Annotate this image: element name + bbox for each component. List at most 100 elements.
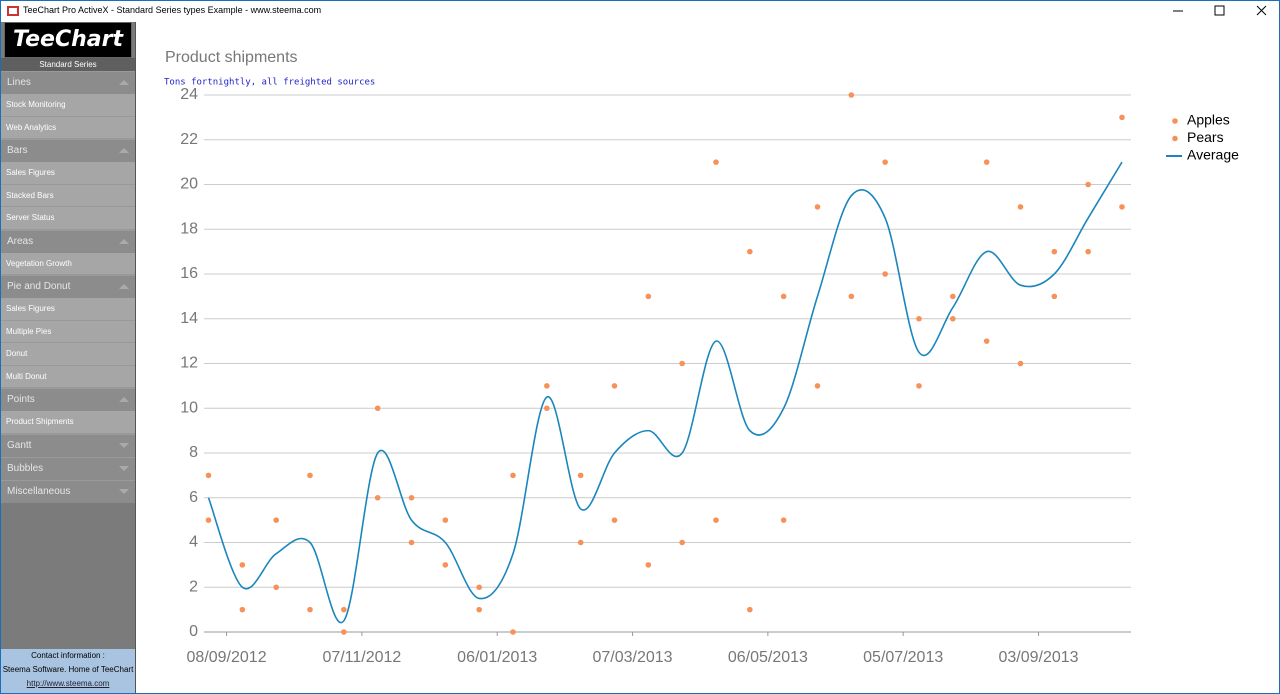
menu-group-header[interactable]: Lines <box>1 71 135 94</box>
point <box>916 315 922 322</box>
point <box>273 584 279 591</box>
menu-group-header[interactable]: Bubbles <box>1 456 135 480</box>
contact-link[interactable]: http://www.steema.com <box>26 679 110 688</box>
window-controls[interactable] <box>1169 1 1279 21</box>
expand-arrow[interactable] <box>119 79 129 86</box>
point <box>205 517 212 523</box>
menu-item[interactable]: Multi Donut <box>1 365 135 388</box>
point <box>950 293 956 300</box>
expand-arrow[interactable] <box>119 396 129 403</box>
sidebar: TeeChart Standard Series Lines Stock Moni… <box>1 22 136 693</box>
point <box>679 539 685 546</box>
expand-arrow[interactable] <box>119 488 129 495</box>
y-tick-label: 18 <box>180 220 198 237</box>
point <box>544 383 550 389</box>
point <box>611 517 618 523</box>
window-title: TeeChart Pro ActiveX - Standard Series t… <box>23 5 322 15</box>
menu-group-header[interactable]: Points <box>1 388 135 411</box>
menu-item[interactable]: Stacked Bars <box>1 184 135 207</box>
maximize[interactable] <box>1214 5 1225 16</box>
y-tick-label: 10 <box>180 399 198 416</box>
point <box>848 92 855 98</box>
point <box>239 606 246 613</box>
point <box>814 204 821 210</box>
y-tick-label: 4 <box>189 534 198 551</box>
point <box>747 248 753 255</box>
menu-item[interactable]: Sales Figures <box>1 162 135 185</box>
menu-item[interactable]: Web Analytics <box>1 116 135 139</box>
y-tick-label: 6 <box>189 489 198 506</box>
point <box>408 539 415 546</box>
menu-item[interactable]: Multiple Pies <box>1 320 135 343</box>
point <box>780 517 787 523</box>
point <box>983 159 990 165</box>
contact-text: Steema Software. Home of TeeChart <box>2 665 134 674</box>
point <box>577 539 584 546</box>
menu-group-header[interactable]: Miscellaneous <box>1 479 135 503</box>
point <box>341 629 347 635</box>
point <box>239 562 246 568</box>
menu-group-header[interactable]: Areas <box>1 229 135 253</box>
contact-text: Contact information : <box>31 651 105 660</box>
arrow <box>119 488 129 494</box>
expand-arrow[interactable] <box>119 283 129 290</box>
contact-box: Contact information : Steema Software. Ho… <box>1 649 135 693</box>
menu: Lines Stock Monitoring Web Analytics Bars Sa… <box>1 71 135 503</box>
point <box>645 293 652 300</box>
point <box>882 159 888 165</box>
point <box>882 271 888 277</box>
point <box>814 383 821 389</box>
x-tick-label: 06/01/2013 <box>457 649 537 666</box>
expand-arrow[interactable] <box>119 442 129 449</box>
point <box>1017 360 1024 367</box>
chart: Product shipments Tons fortnightly, all … <box>164 49 1239 666</box>
point <box>645 562 652 568</box>
legend-label: Apples <box>1187 112 1230 128</box>
arrow <box>119 148 129 153</box>
menu-item[interactable]: Sales Figures <box>1 298 135 321</box>
point <box>1051 248 1058 255</box>
point <box>442 517 449 523</box>
menu-item[interactable]: Vegetation Growth <box>1 252 135 275</box>
point <box>1085 248 1091 255</box>
menu-group-header[interactable]: Bars <box>1 139 135 162</box>
menu-group-header[interactable]: Gantt <box>1 433 135 457</box>
menu-group-header[interactable]: Pie and Donut <box>1 275 135 298</box>
legend-label: Pears <box>1187 129 1224 145</box>
y-tick-label: 14 <box>180 310 198 327</box>
menu-item[interactable]: Donut <box>1 343 135 366</box>
menu-item[interactable]: Stock Monitoring <box>1 94 135 117</box>
chart-title: Product shipments <box>165 49 298 66</box>
point <box>713 517 719 523</box>
expand-arrow[interactable] <box>119 465 129 472</box>
arrow <box>119 465 129 471</box>
point <box>1085 181 1091 188</box>
point <box>273 517 279 523</box>
legend-dot <box>1172 118 1178 124</box>
expand-arrow[interactable] <box>119 238 129 245</box>
point <box>1051 293 1058 300</box>
point <box>916 383 922 389</box>
point <box>1017 204 1024 210</box>
point <box>205 472 212 479</box>
x-tick-label: 05/07/2013 <box>863 649 943 666</box>
arrow <box>119 397 129 402</box>
logo-subtitle: Standard Series <box>1 58 135 71</box>
point <box>848 293 855 300</box>
point <box>983 338 990 344</box>
x-tick-label: 07/03/2013 <box>593 649 673 666</box>
legend-label: Average <box>1187 147 1239 163</box>
point <box>1119 114 1125 121</box>
point <box>476 606 482 613</box>
point <box>713 159 719 165</box>
close[interactable] <box>1256 5 1267 16</box>
point <box>374 494 381 501</box>
y-tick-label: 0 <box>189 623 198 640</box>
point <box>341 606 347 613</box>
x-tick-label: 06/05/2013 <box>728 649 808 666</box>
expand-arrow[interactable] <box>119 147 129 154</box>
menu-item[interactable]: Server Status <box>1 207 135 230</box>
menu-item[interactable]: Product Shipments <box>1 411 135 434</box>
arrow <box>119 284 129 289</box>
